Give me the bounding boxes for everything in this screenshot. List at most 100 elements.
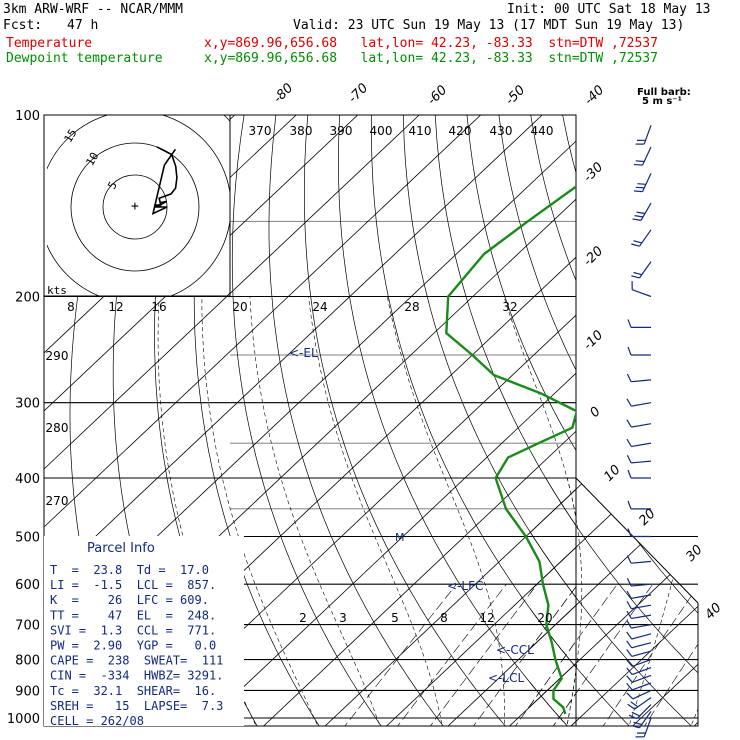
wind-barb-staff (643, 125, 652, 145)
dry-adiabat-line (530, 478, 697, 726)
wind-barb (626, 454, 652, 464)
wind-barb-flag (626, 610, 632, 619)
mixing-ratio-line (397, 584, 507, 726)
isotherm-label: -30 (581, 160, 607, 186)
wind-barb-staff (639, 711, 652, 729)
wind-barb (627, 346, 651, 356)
wind-barb (627, 697, 652, 710)
wind-barb-flag (631, 725, 640, 729)
wind-barb-staff (639, 229, 652, 247)
wind-barb-staff (631, 659, 652, 667)
wind-barb (632, 202, 652, 221)
wind-barb (626, 578, 652, 587)
parcel-info-title: Parcel Info (87, 541, 155, 556)
hodograph-ring (70, 142, 200, 272)
temperature-legend-label: Temperature (6, 36, 93, 51)
hodograph-speed-label: 12 (108, 300, 123, 314)
wind-barb (627, 319, 651, 328)
theta-label: 390 (330, 124, 353, 138)
pressure-tick-label: 700 (15, 619, 40, 634)
wind-barb-staff (641, 146, 652, 166)
wind-barb-flag (631, 711, 640, 717)
wind-barb-staff (631, 604, 652, 610)
isotherm-line (44, 115, 358, 412)
wind-barb (631, 281, 652, 298)
isotherm-line (324, 488, 576, 726)
theta-label: 290 (46, 349, 69, 363)
dry-adiabat-line (268, 115, 444, 726)
wind-barb-flag (626, 640, 633, 649)
isotherm-line (689, 115, 740, 731)
parcel-info-line: SREH = 15 LAPSE= 7.3 (50, 699, 223, 713)
hodograph-speed-label: 24 (312, 300, 327, 314)
hodograph-ring-label: 10 (84, 150, 102, 168)
pressure-tick-label: 900 (15, 684, 40, 699)
wind-barb-staff (631, 460, 652, 464)
theta-label: 440 (531, 124, 554, 138)
moist-adiabat-line (627, 478, 698, 726)
wind-barb (626, 398, 652, 407)
plot-frame-extension (575, 477, 699, 727)
wind-barb-staff (641, 173, 652, 192)
moist-adiabat-line (530, 478, 583, 726)
wind-barb-flag (627, 469, 632, 479)
wind-barb-flag (626, 398, 632, 407)
isotherm-line (44, 115, 543, 586)
isotherm-line (201, 372, 576, 726)
moist-adiabat-line (249, 296, 381, 726)
wind-barb-staff (643, 717, 652, 738)
wind-barb-flag (627, 703, 635, 710)
wind-barb (627, 469, 651, 479)
isotherm-line (530, 478, 650, 726)
isotherm-label: 40 (702, 600, 724, 622)
pressure-tick-label: 400 (15, 472, 40, 487)
wind-legend-title: Full barb: (637, 87, 691, 98)
wind-barb-staff (631, 402, 652, 407)
hodograph-speed-label: 20 (232, 300, 247, 314)
isotherm-line (44, 115, 481, 528)
dry-adiabat-line (371, 115, 576, 668)
wind-barb-flag (635, 160, 645, 163)
wind-barb-staff (631, 682, 652, 691)
pressure-tick-label: 600 (15, 578, 40, 593)
dewpoint-legend-label: Dewpoint temperature (6, 51, 163, 66)
pressure-tick-label: 200 (15, 291, 40, 306)
wind-barb-flag (626, 578, 632, 587)
wind-barb-flag (633, 163, 643, 166)
mixing-ratio-label: 12 (479, 611, 494, 625)
wind-barb (626, 600, 652, 610)
theta-label: 270 (46, 494, 69, 508)
wind-barb (626, 689, 652, 700)
wind-barb (626, 631, 652, 640)
dry-adiabat-line (735, 478, 740, 731)
dry-adiabat-line (434, 115, 576, 527)
theta-label: 430 (490, 124, 513, 138)
wind-barb-flag (631, 243, 640, 247)
dry-adiabat-line (722, 115, 740, 731)
moist-adiabat-line (503, 296, 576, 726)
isotherm-label: 30 (683, 542, 705, 564)
isotherm-label: -60 (425, 83, 451, 109)
isotherm-label: -50 (503, 83, 529, 109)
wind-barb-flag (626, 590, 632, 599)
isotherm-label: -20 (581, 244, 607, 270)
theta-label: 400 (370, 124, 393, 138)
isotherm-label: 0 (587, 404, 603, 420)
mixing-ratio-label: 2 (299, 611, 307, 625)
wind-barb-flag (626, 373, 632, 382)
isotherm-line (565, 478, 698, 726)
theta-label: 280 (46, 421, 69, 435)
theta-label: 380 (290, 124, 313, 138)
wind-legend-units: 5 m s⁻¹ (642, 96, 682, 107)
parcel-info-line: SVI = 1.3 CCL = 771. (50, 623, 216, 637)
wind-barb-flag (633, 721, 642, 726)
hodograph-speed-label: 8 (67, 300, 75, 314)
parcel-info-line: K = 26 LFC = 609. (50, 593, 209, 607)
wind-barb-flag (634, 215, 644, 218)
theta-label: 370 (249, 124, 272, 138)
mixing-ratio-label: 5 (391, 611, 399, 625)
isotherm-label: 20 (636, 506, 658, 528)
dry-adiabat-line (338, 115, 568, 726)
mixing-ratio-label: 3 (339, 611, 347, 625)
wind-barb-flag (636, 211, 646, 215)
